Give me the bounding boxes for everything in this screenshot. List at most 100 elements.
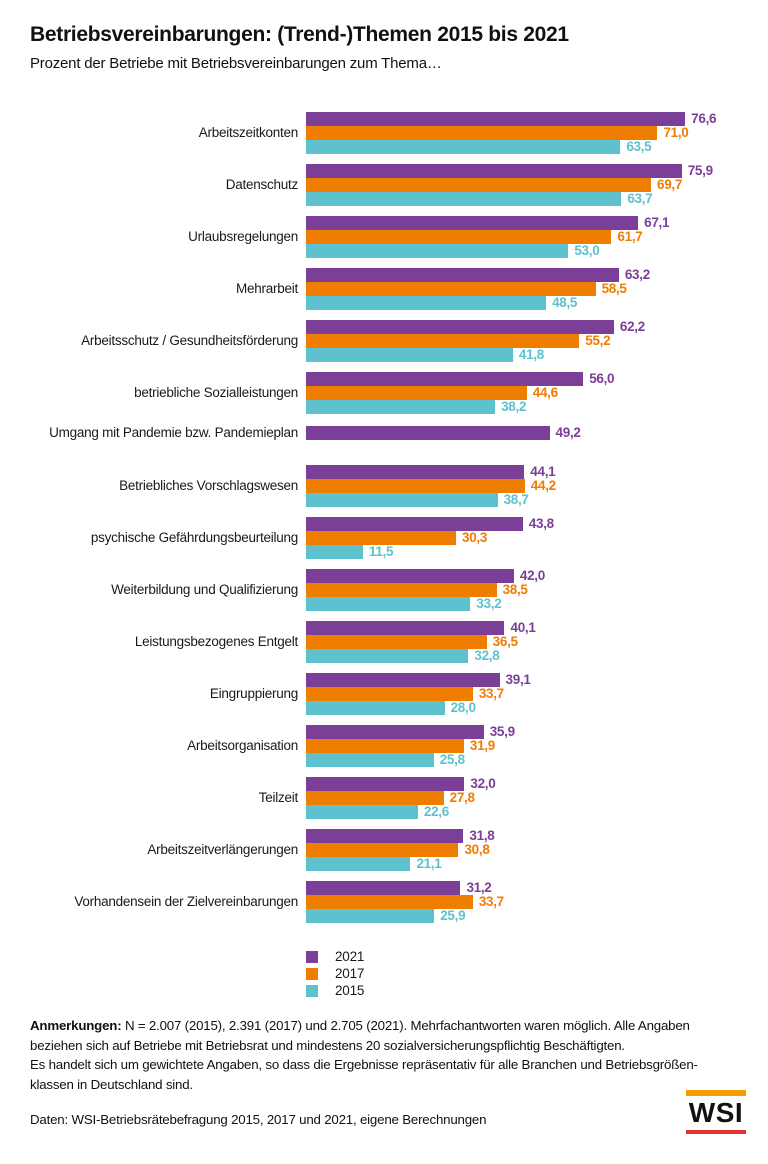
bar-line-2021: 32,0 (306, 775, 750, 791)
bar-2017 (306, 478, 525, 493)
value-label-2017: 30,3 (461, 529, 488, 545)
value-label-2015: 53,0 (574, 243, 600, 258)
bar-2015 (306, 908, 435, 923)
legend-row-2021: 2021 (306, 948, 364, 965)
category-label: Arbeitsschutz / Gesundheitsförderung (81, 333, 298, 349)
category-label: Eingruppierung (209, 685, 298, 701)
category-label: Vorhandensein der Zielvereinbarungen (74, 893, 298, 909)
wsi-logo: WSI (686, 1090, 746, 1134)
legend-label-2017: 2017 (335, 966, 365, 981)
page-title: Betriebsvereinbarungen: (Trend-)Themen 2… (30, 23, 569, 46)
page-subtitle: Prozent der Betriebe mit Betriebsvereinb… (30, 55, 442, 73)
value-label-2015: 21,1 (416, 855, 442, 871)
bar-group: 31,2 33,7 25,9 (306, 879, 750, 923)
bar-line-2021: 76,6 (306, 112, 750, 126)
bar-2021 (306, 372, 584, 386)
chart-row: Arbeitsorganisation 35,9 31,9 25,8 (30, 724, 750, 767)
logo-top-bar (686, 1090, 746, 1096)
value-label-2021: 75,9 (687, 163, 713, 178)
bar-2015 (306, 140, 621, 154)
legend-label-2021: 2021 (335, 949, 365, 964)
category-label: Weiterbildung und Qualifizierung (111, 581, 298, 597)
bar-group: 32,0 27,8 22,6 (306, 775, 750, 819)
chart-row: Arbeitszeitkonten 76,6 71,0 63,5 (30, 112, 750, 154)
chart-row: Weiterbildung und Qualifizierung 42,0 38,… (30, 568, 750, 611)
value-label-2015: 11,5 (368, 543, 394, 559)
chart-row: Umgang mit Pandemie bzw. Pandemieplan 49… (30, 425, 750, 441)
bar-line-2015: 28,0 (306, 700, 750, 715)
bar-2015 (306, 804, 418, 819)
bar-line-2021: 31,8 (306, 828, 750, 843)
bar-line-2021: 31,2 (306, 879, 750, 895)
bar-2015 (306, 192, 622, 206)
bar-line-2021: 67,1 (306, 216, 750, 230)
notes-text: Anmerkungen: N = 2.007 (2015), 2.391 (20… (30, 1016, 746, 1094)
bar-line-2021: 49,2 (306, 425, 750, 440)
bar-line-2015: 25,9 (306, 908, 750, 923)
bar-2015 (306, 752, 434, 767)
chart-row: Datenschutz 75,9 69,7 63,7 (30, 164, 750, 206)
bar-2017 (306, 230, 612, 244)
value-label-2021: 31,2 (466, 879, 492, 895)
value-label-2015: 38,7 (503, 491, 529, 507)
bar-line-2017: 58,5 (306, 282, 750, 296)
legend-row-2017: 2017 (306, 965, 364, 982)
bar-line-2015: 63,7 (306, 192, 750, 206)
value-label-2021: 67,1 (644, 215, 670, 230)
category-label: betriebliche Sozialleistungen (134, 385, 298, 401)
value-label-2015: 38,2 (501, 399, 527, 414)
bar-2021 (306, 164, 682, 178)
bar-2021 (306, 425, 550, 440)
chart-row: psychische Gefährdungsbeurteilung 43,8 30… (30, 516, 750, 559)
bar-2017 (306, 386, 527, 400)
bar-chart: Arbeitszeitkonten 76,6 71,0 63,5 Datenschu… (30, 112, 750, 933)
value-label-2017: 58,5 (601, 281, 627, 296)
bar-line-2015: 38,7 (306, 491, 750, 507)
value-label-2021: 44,1 (530, 463, 556, 479)
bar-2015 (306, 856, 411, 871)
bar-line-2017: 30,3 (306, 529, 750, 545)
value-label-2015: 22,6 (423, 803, 449, 819)
bar-group: 62,2 55,2 41,8 (306, 320, 750, 362)
bar-2015 (306, 400, 496, 414)
bar-line-2015: 53,0 (306, 244, 750, 258)
value-label-2015: 48,5 (552, 295, 578, 310)
bar-group: 75,9 69,7 63,7 (306, 164, 750, 206)
bar-line-2015: 38,2 (306, 400, 750, 414)
bar-line-2015: 33,2 (306, 596, 750, 611)
chart-row: betriebliche Sozialleistungen 56,0 44,6 38… (30, 372, 750, 414)
bar-2017 (306, 530, 456, 545)
value-label-2017: 36,5 (492, 633, 518, 649)
value-label-2017: 30,8 (464, 841, 490, 857)
bar-group: 44,1 44,2 38,7 (306, 463, 750, 507)
chart-row: Urlaubsregelungen 67,1 61,7 53,0 (30, 216, 750, 258)
legend-swatch-2021 (306, 950, 318, 963)
bar-line-2017: 61,7 (306, 230, 750, 244)
notes-label: Anmerkungen: (30, 1018, 122, 1033)
bar-2015 (306, 244, 569, 258)
bar-line-2021: 56,0 (306, 372, 750, 386)
bar-2021 (306, 672, 500, 687)
bar-line-2017: 33,7 (306, 893, 750, 909)
bar-2021 (306, 464, 525, 479)
value-label-2021: 32,0 (470, 775, 496, 791)
source-line: Daten: WSI-Betriebsrätebefragung 2015, 2… (30, 1112, 487, 1127)
value-label-2021: 76,6 (691, 111, 717, 126)
chart-row: Leistungsbezogenes Entgelt 40,1 36,5 32,8 (30, 620, 750, 663)
bar-line-2015: 41,8 (306, 348, 750, 362)
value-label-2017: 33,7 (478, 893, 504, 909)
value-label-2017: 38,5 (502, 581, 528, 597)
category-label: Arbeitsorganisation (187, 737, 298, 753)
bar-group: 40,1 36,5 32,8 (306, 620, 750, 663)
value-label-2015: 41,8 (518, 347, 544, 362)
category-label: Leistungsbezogenes Entgelt (134, 633, 298, 649)
category-label: Arbeitszeitverlängerungen (147, 841, 298, 857)
bar-line-2015: 48,5 (306, 296, 750, 310)
bar-line-2017: 27,8 (306, 790, 750, 805)
bar-2017 (306, 686, 473, 701)
value-label-2017: 71,0 (663, 125, 689, 140)
bar-2017 (306, 634, 487, 649)
bar-2017 (306, 894, 473, 909)
bar-2021 (306, 620, 505, 635)
